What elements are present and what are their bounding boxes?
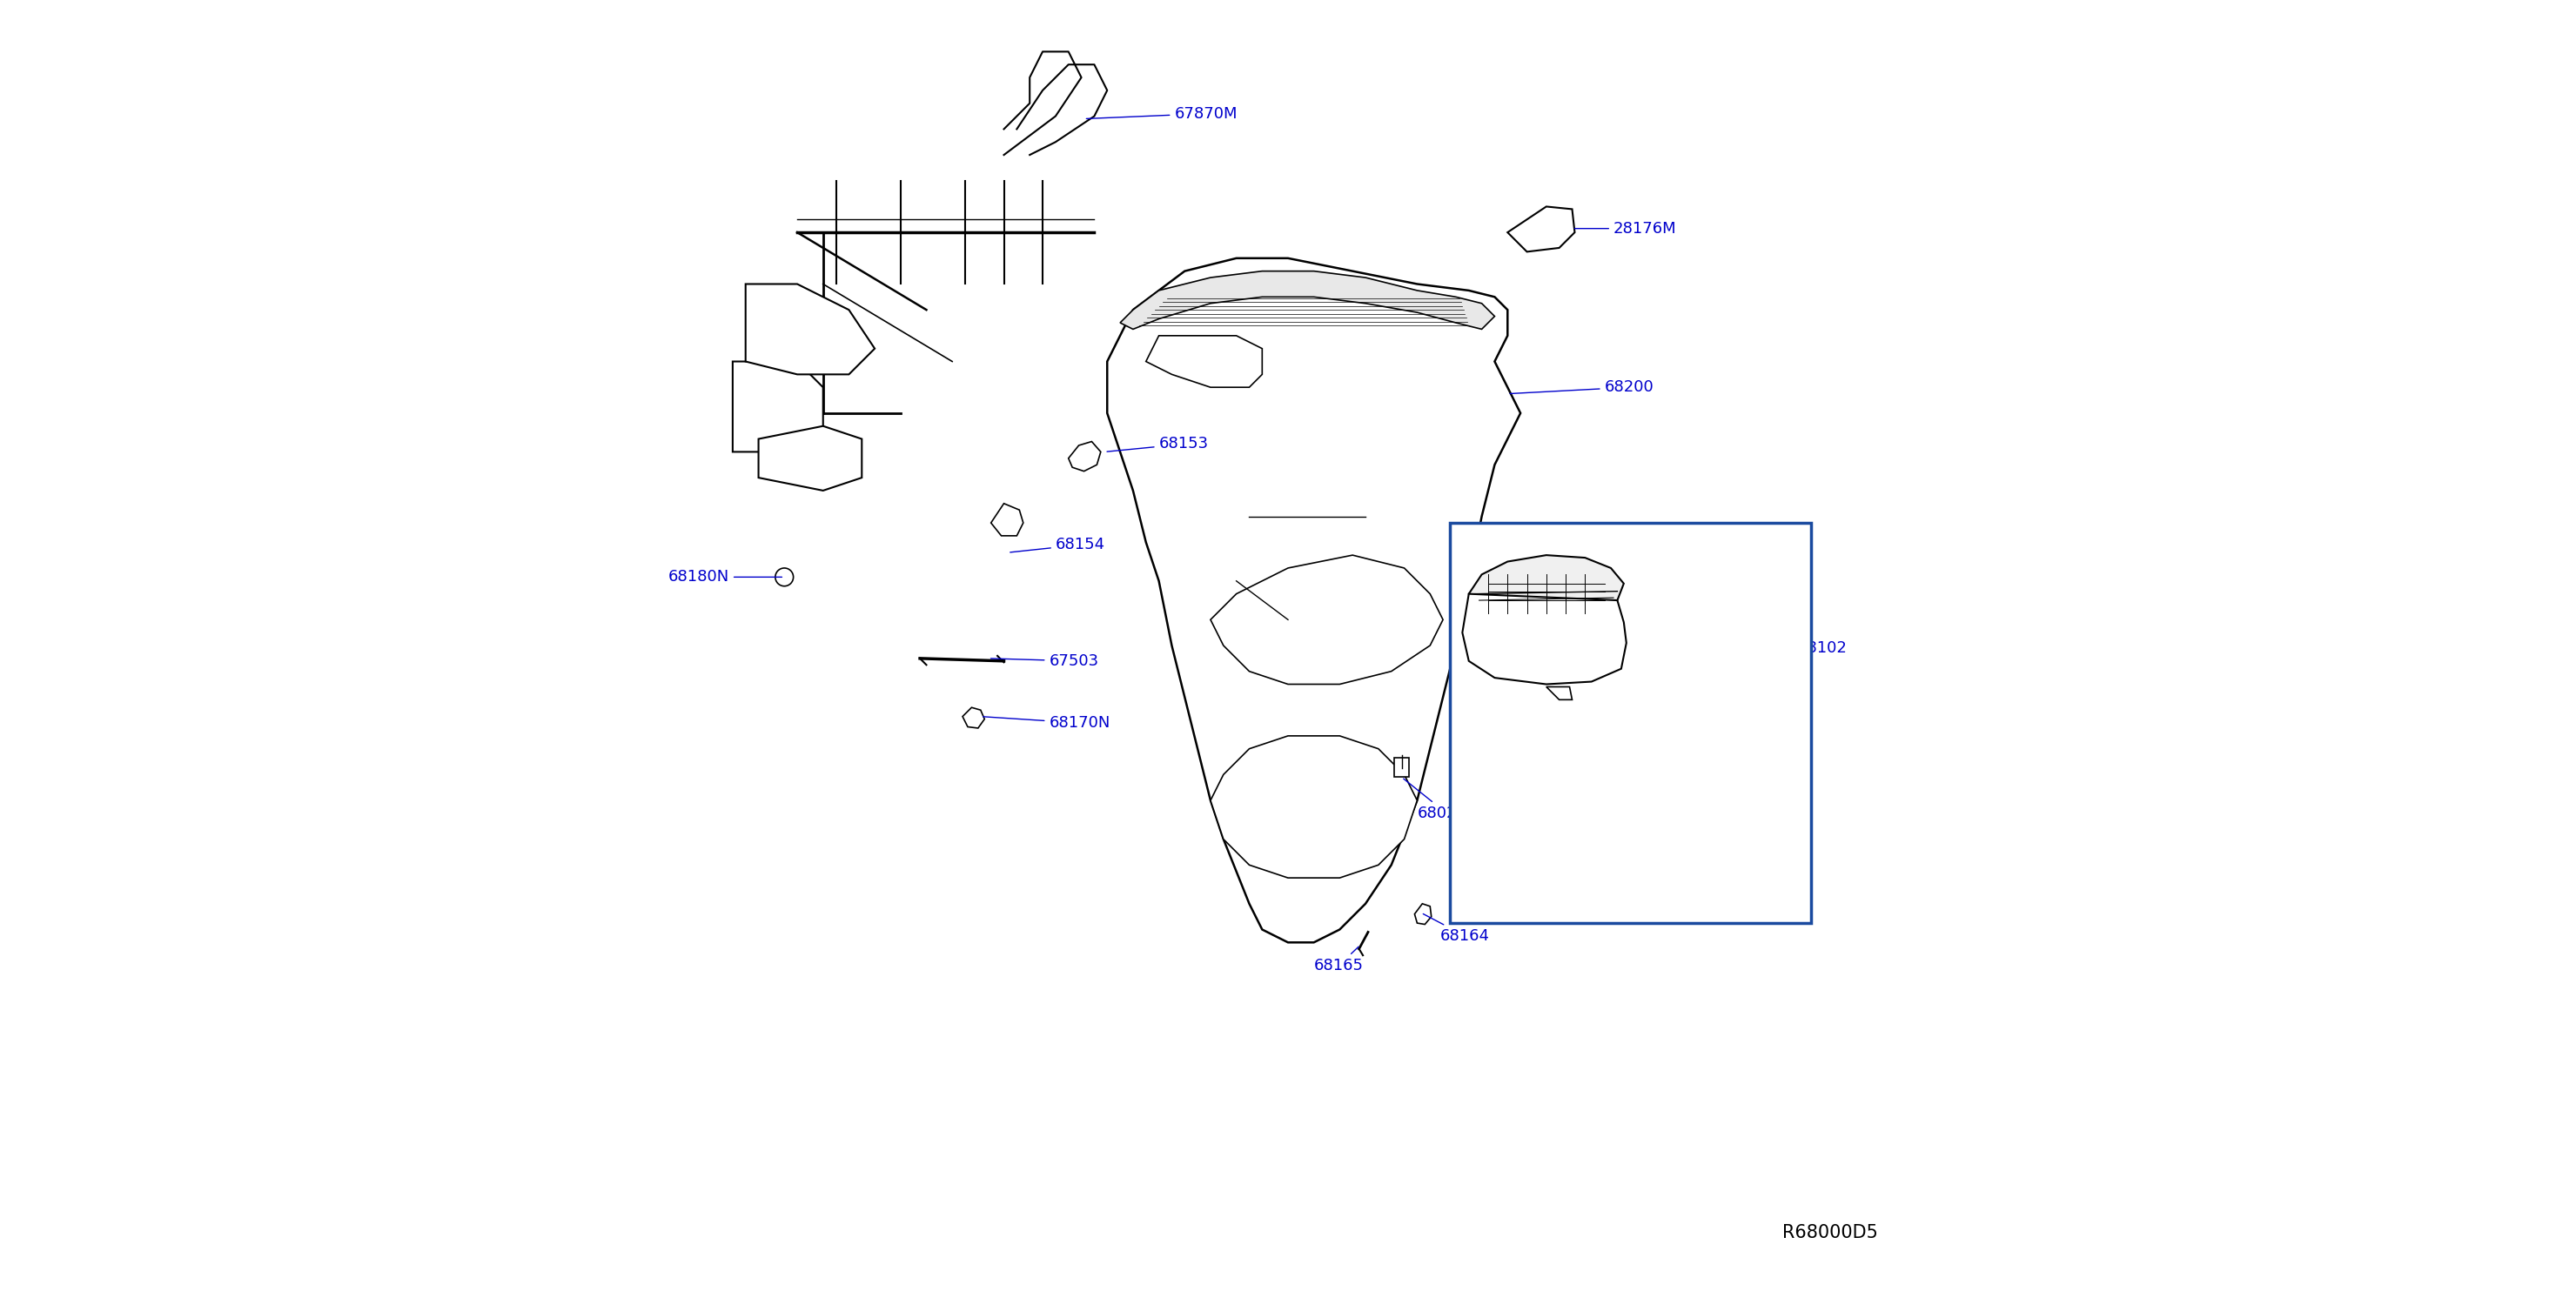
Text: 68022P: 68022P [1404,778,1476,821]
Bar [1394,758,1409,777]
Text: 68200: 68200 [1510,380,1654,395]
Polygon shape [1069,442,1100,471]
Text: 28176M: 28176M [1574,221,1677,236]
Bar [1450,523,1811,923]
Text: 68154: 68154 [1010,537,1105,553]
Text: 68180N: 68180N [667,569,783,585]
Polygon shape [757,426,863,491]
Polygon shape [1507,207,1574,252]
Polygon shape [992,503,1023,536]
Text: 67503: 67503 [992,653,1100,669]
Text: 68164: 68164 [1422,914,1489,944]
Polygon shape [1463,594,1625,684]
Text: 67870M: 67870M [1087,106,1236,121]
Polygon shape [963,707,984,728]
Text: 68153: 68153 [1108,436,1208,452]
Polygon shape [1468,555,1623,624]
Text: 68170N: 68170N [984,715,1110,731]
Text: R68000D5: R68000D5 [1783,1224,1878,1242]
Polygon shape [732,361,824,452]
Polygon shape [1121,271,1494,329]
Polygon shape [1146,336,1262,387]
Polygon shape [1546,687,1571,700]
Text: 68102: 68102 [1749,640,1847,656]
Polygon shape [1108,258,1520,942]
Text: 68165: 68165 [1314,946,1363,973]
Polygon shape [1211,736,1417,878]
Polygon shape [1414,904,1432,924]
Polygon shape [1211,555,1443,684]
Polygon shape [744,284,876,374]
Text: 26261: 26261 [1610,528,1705,545]
